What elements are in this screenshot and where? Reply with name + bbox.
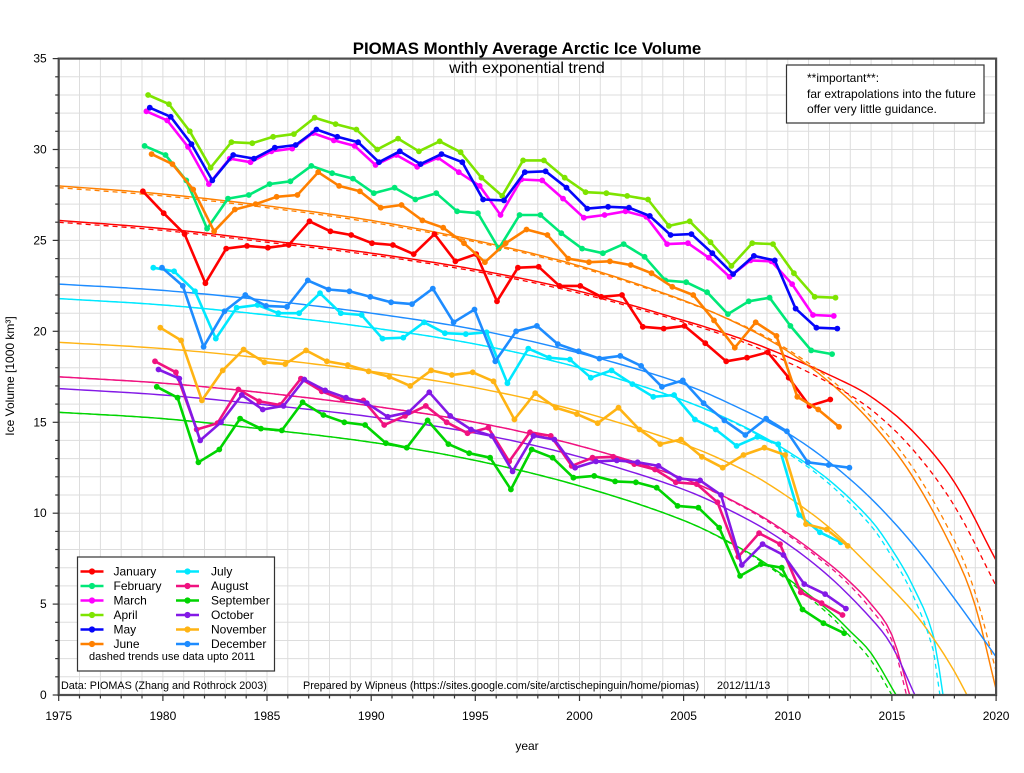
svg-text:October: October (211, 608, 254, 622)
svg-text:February: February (114, 579, 162, 593)
svg-text:August: August (211, 579, 249, 593)
svg-text:June: June (114, 637, 140, 651)
svg-text:5: 5 (40, 597, 47, 611)
svg-text:**important**:: **important**: (807, 71, 879, 85)
svg-text:Data: PIOMAS (Zhang and Rothro: Data: PIOMAS (Zhang and Rothrock 2003) (61, 680, 267, 692)
svg-text:Ice Volume [1000 km³]: Ice Volume [1000 km³] (3, 316, 17, 435)
svg-text:2020: 2020 (983, 709, 1010, 723)
svg-text:2000: 2000 (566, 709, 593, 723)
svg-text:0: 0 (40, 688, 47, 702)
svg-text:July: July (211, 565, 232, 579)
svg-text:2015: 2015 (879, 709, 906, 723)
svg-text:PIOMAS Monthly Average Arctic: PIOMAS Monthly Average Arctic Ice Volume (353, 39, 701, 58)
svg-text:year: year (515, 739, 538, 753)
svg-text:with exponential trend: with exponential trend (448, 60, 605, 77)
svg-text:20: 20 (33, 324, 47, 338)
svg-text:2012/11/13: 2012/11/13 (717, 680, 770, 692)
svg-text:1995: 1995 (462, 709, 489, 723)
svg-text:1980: 1980 (150, 709, 177, 723)
svg-text:1985: 1985 (254, 709, 281, 723)
svg-text:May: May (114, 623, 137, 637)
svg-text:25: 25 (33, 233, 47, 247)
svg-text:far extrapolations into the fu: far extrapolations into the future (807, 87, 976, 101)
svg-text:offer very little guidance.: offer very little guidance. (807, 102, 937, 116)
svg-text:September: September (211, 594, 270, 608)
svg-text:2010: 2010 (774, 709, 801, 723)
svg-text:April: April (114, 608, 138, 622)
svg-text:2005: 2005 (670, 709, 697, 723)
svg-text:March: March (114, 594, 147, 608)
svg-text:November: November (211, 623, 266, 637)
svg-text:1990: 1990 (358, 709, 385, 723)
svg-text:10: 10 (33, 506, 47, 520)
svg-text:15: 15 (33, 415, 47, 429)
svg-text:35: 35 (33, 52, 47, 66)
svg-text:January: January (114, 565, 157, 579)
svg-text:30: 30 (33, 143, 47, 157)
svg-text:December: December (211, 637, 266, 651)
svg-text:dashed trends use data upto 20: dashed trends use data upto 2011 (89, 651, 255, 663)
svg-text:Prepared by Wipneus (https://s: Prepared by Wipneus (https://sites.googl… (303, 680, 699, 692)
svg-text:1975: 1975 (45, 709, 72, 723)
